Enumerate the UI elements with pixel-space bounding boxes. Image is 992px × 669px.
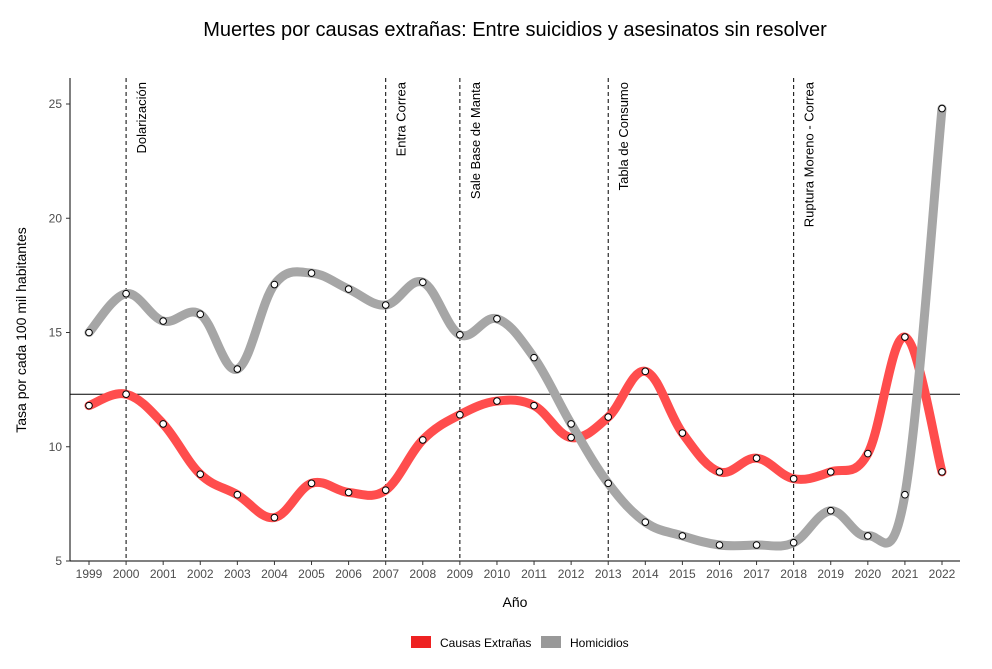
data-point: [641, 518, 650, 526]
data-point: [233, 365, 242, 373]
x-tick-label: 2008: [409, 567, 436, 581]
data-point: [159, 317, 167, 325]
data-point: [196, 470, 205, 478]
data-point: [493, 397, 501, 405]
data-point: [307, 479, 316, 488]
x-tick-label: 2017: [743, 567, 770, 581]
data-point: [456, 410, 464, 419]
x-axis-title: Año: [503, 594, 528, 610]
data-point: [307, 269, 316, 277]
event-label: Sale Base de Manta: [468, 81, 483, 199]
data-point: [715, 468, 724, 476]
data-point: [85, 401, 93, 410]
data-point: [381, 486, 390, 494]
data-point: [715, 541, 724, 549]
data-point: [752, 541, 761, 549]
event-label: Entra Correa: [394, 81, 409, 156]
data-point: [122, 289, 130, 298]
legend-swatch: [541, 636, 561, 648]
data-point: [159, 420, 167, 428]
data-point: [826, 506, 835, 515]
data-point: [604, 413, 613, 421]
data-point: [641, 367, 650, 376]
data-point: [789, 474, 798, 483]
legend-label: Homicidios: [570, 636, 629, 650]
data-point: [901, 333, 909, 341]
data-point: [270, 280, 279, 289]
chart-title: Muertes por causas extrañas: Entre suici…: [203, 19, 827, 41]
data-point: [456, 330, 464, 339]
event-label: Ruptura Moreno - Correa: [802, 81, 817, 227]
data-point: [233, 490, 242, 499]
x-tick-label: 2006: [335, 567, 362, 581]
x-tick-label: 2002: [187, 567, 214, 581]
data-point: [789, 538, 798, 547]
legend: Causas Extrañas Homicidios: [411, 636, 629, 650]
y-tick-label: 10: [49, 440, 63, 454]
x-tick-label: 2005: [298, 567, 325, 581]
data-point: [938, 104, 946, 113]
x-tick-label: 1999: [76, 567, 103, 581]
legend-label: Causas Extrañas: [440, 636, 531, 650]
data-point: [196, 310, 205, 319]
x-tick-label: 2013: [595, 567, 622, 581]
y-axis-title: Tasa por cada 100 mil habitantes: [13, 227, 29, 432]
series-line-causas-extranas: [84, 332, 947, 523]
data-point: [344, 488, 353, 497]
data-point: [418, 436, 427, 444]
data-point: [493, 314, 501, 323]
data-point: [530, 353, 538, 362]
y-tick-label: 15: [49, 326, 63, 340]
data-point: [567, 420, 575, 428]
data-point: [530, 401, 538, 410]
x-tick-label: 2000: [113, 567, 140, 581]
x-tick-label: 2004: [261, 567, 288, 581]
x-tick-label: 2011: [521, 567, 547, 581]
data-point: [678, 429, 687, 437]
data-point: [85, 328, 93, 337]
data-point: [752, 454, 761, 462]
x-tick-label: 2019: [817, 567, 844, 581]
data-point: [567, 433, 575, 442]
data-point: [826, 468, 835, 476]
x-tick-label: 2021: [892, 567, 919, 581]
data-point: [604, 479, 613, 488]
data-point: [678, 532, 687, 540]
x-tick-label: 2015: [669, 567, 696, 581]
plot-area: 5 10 15 20 25 1999 2000 2001 2002 2003 2004 2005 200…: [49, 78, 960, 581]
data-point: [344, 285, 353, 293]
x-tick-label: 2018: [780, 567, 807, 581]
data-point: [901, 490, 909, 499]
x-tick-label: 2001: [150, 567, 177, 581]
x-tick-label: 2009: [447, 567, 474, 581]
data-point: [864, 532, 872, 540]
x-tick-label: 2014: [632, 567, 659, 581]
x-tick-label: 2020: [854, 567, 881, 581]
data-point: [864, 449, 872, 458]
x-tick-label: 2003: [224, 567, 251, 581]
x-tick-label: 2016: [706, 567, 733, 581]
data-point: [938, 468, 946, 476]
data-point: [418, 278, 427, 287]
x-tick-label: 2012: [558, 567, 585, 581]
legend-swatch: [411, 636, 431, 648]
data-point: [122, 390, 130, 398]
y-tick-label: 20: [49, 211, 63, 225]
x-tick-label: 2010: [484, 567, 511, 581]
event-label: Dolarización: [134, 82, 149, 154]
y-tick-label: 25: [49, 97, 63, 111]
x-tick-label: 2007: [372, 567, 399, 581]
data-point: [270, 513, 279, 522]
y-tick-label: 5: [55, 554, 62, 568]
x-tick-label: 2022: [929, 567, 956, 581]
data-point: [381, 301, 390, 309]
event-label: Tabla de Consumo: [616, 82, 631, 190]
